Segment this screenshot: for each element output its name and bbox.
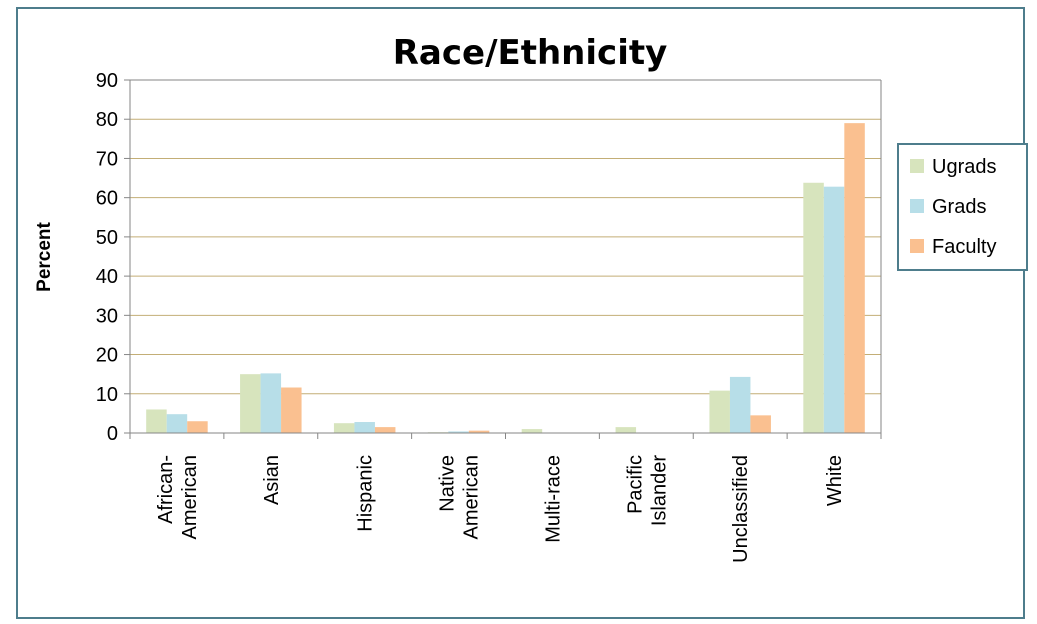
bar-faculty <box>844 123 865 434</box>
y-tick-label: 30 <box>96 305 118 327</box>
bar-grads <box>166 414 188 433</box>
bar-grads <box>354 422 375 433</box>
x-tick-label: American <box>461 455 483 539</box>
y-tick-label: 0 <box>107 423 118 445</box>
x-tick-label: Asian <box>261 455 283 505</box>
bar-grads <box>260 373 282 433</box>
chart-title: Race/Ethnicity <box>393 33 668 73</box>
x-tick-label: American <box>179 455 201 539</box>
x-tick-label: Pacific <box>624 455 646 514</box>
bar-ugrads <box>333 423 355 433</box>
bar-grads <box>823 186 845 433</box>
bar-grads <box>448 431 469 433</box>
legend: Ugrads Grads Faculty <box>897 143 1028 271</box>
bar-ugrads <box>803 182 824 433</box>
x-tick-label: Native <box>437 455 459 512</box>
bar-grads <box>729 376 751 433</box>
y-tick-label: 50 <box>96 227 118 249</box>
legend-label-grads: Grads <box>932 196 986 218</box>
y-tick-label: 70 <box>96 148 118 170</box>
x-tick-label: African- <box>155 455 177 524</box>
y-tick-label: 40 <box>96 266 118 288</box>
grid-layer <box>130 79 881 395</box>
y-tick-label: 60 <box>96 188 118 210</box>
y-tick-label: 10 <box>96 384 118 406</box>
legend-swatch-grads <box>910 199 924 213</box>
bar-faculty <box>468 430 490 433</box>
bar-ugrads <box>615 427 637 433</box>
x-tick-label: White <box>824 455 846 506</box>
bar-ugrads <box>146 409 167 433</box>
bar-ugrads <box>240 374 261 433</box>
legend-label-faculty: Faculty <box>932 236 996 258</box>
bars-layer <box>146 123 865 434</box>
y-tick-label: 80 <box>96 109 118 131</box>
bar-faculty <box>281 387 302 433</box>
y-tick-label: 20 <box>96 345 118 367</box>
x-tick-label: Hispanic <box>355 455 377 532</box>
x-tick-label: Islander <box>648 455 670 526</box>
x-tick-label: Unclassified <box>730 455 752 563</box>
legend-swatch-ugrads <box>910 159 924 173</box>
bar-ugrads <box>709 390 730 433</box>
legend-label-ugrads: Ugrads <box>932 156 996 178</box>
bar-ugrads <box>521 429 543 433</box>
bar-faculty <box>187 421 208 433</box>
legend-swatch-faculty <box>910 239 924 253</box>
y-tick-label: 90 <box>96 70 118 92</box>
y-axis-label: Percent <box>34 221 55 291</box>
bar-faculty <box>374 427 396 433</box>
x-tick-label: Multi-race <box>542 455 564 543</box>
bar-faculty <box>750 415 771 433</box>
axes-layer <box>124 79 882 439</box>
